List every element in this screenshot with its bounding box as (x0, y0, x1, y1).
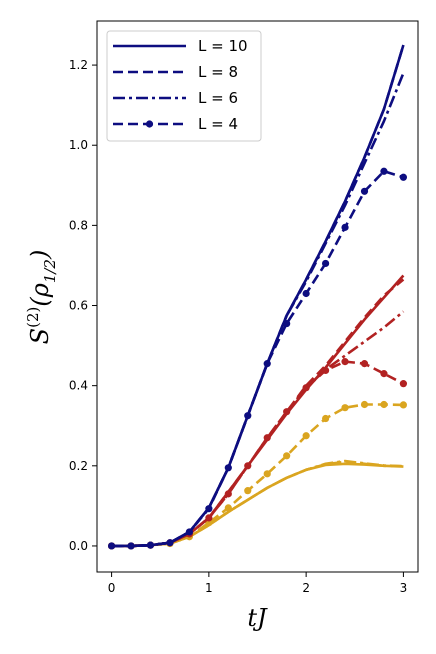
series-marker-gold-L4 (321, 414, 330, 423)
legend-box (106, 30, 262, 142)
series-marker-gold-L4 (263, 470, 271, 478)
series-marker-red-L4 (341, 358, 349, 366)
series-marker-navy-L4 (185, 528, 194, 536)
y-axis-label-paren: (ρ (26, 283, 54, 306)
legend-label: L = 6 (198, 89, 238, 107)
y-tick-label: 1.0 (69, 138, 88, 152)
series-marker-gold-L4 (283, 452, 291, 460)
y-tick-label: 0.2 (69, 459, 88, 473)
x-tick-label: 1 (205, 581, 213, 595)
x-axis-label: tJ (247, 604, 268, 632)
series-marker-red-L4 (205, 514, 213, 522)
legend-swatch-marker (145, 120, 154, 128)
legend-label: L = 10 (198, 37, 248, 55)
series-marker-red-L4 (399, 380, 408, 388)
series-marker-navy-L4 (224, 464, 232, 472)
x-tick-label: 0 (108, 581, 116, 595)
legend-label: L = 4 (198, 115, 238, 133)
series-marker-navy-L4 (146, 541, 155, 549)
series-marker-red-L4 (380, 370, 388, 378)
series-marker-red-L4 (283, 408, 291, 416)
ticks-layer: 0 1 2 3 0.0 0.2 0.4 0.6 0.8 1.0 1.2 (69, 58, 407, 595)
series-marker-navy-L4 (321, 259, 330, 268)
series-marker-red-L4 (263, 434, 271, 442)
series-marker-red-L4 (244, 462, 252, 470)
y-axis-label: S(2)(ρ1/2) (24, 250, 59, 345)
series-marker-navy-L4 (302, 289, 310, 298)
series-marker-gold-L4 (360, 400, 369, 409)
y-axis-label-close: ) (26, 250, 54, 260)
y-tick-label: 0.8 (69, 218, 88, 232)
y-axis-label-subscript: 1/2 (41, 259, 59, 283)
plot-frame (96, 20, 419, 573)
series-marker-navy-L4 (127, 542, 135, 550)
series-marker-red-L4 (321, 366, 330, 375)
series-line-navy-L4 (111, 169, 404, 548)
series-marker-gold-L4 (399, 401, 408, 409)
series-marker-red-L4 (360, 360, 369, 368)
series-marker-navy-L4 (263, 360, 271, 368)
x-tick-label: 3 (400, 581, 408, 595)
series-marker-navy-L4 (341, 223, 349, 231)
y-tick-label: 0.0 (69, 539, 88, 553)
x-tick-label: 2 (302, 581, 310, 595)
series-layer (107, 44, 408, 550)
series-marker-navy-L4 (399, 173, 408, 181)
y-tick-label: 0.6 (69, 299, 88, 313)
series-marker-navy-L4 (360, 187, 369, 195)
series-marker-navy-L4 (205, 505, 213, 513)
y-tick-label: 1.2 (69, 58, 88, 72)
series-marker-navy-L4 (283, 319, 291, 328)
series-marker-navy-L4 (166, 539, 174, 547)
series-marker-gold-L4 (302, 432, 310, 440)
series-marker-navy-L4 (380, 167, 388, 175)
series-marker-red-L4 (224, 490, 232, 498)
series-marker-gold-L4 (341, 404, 349, 412)
y-axis-label-superscript: (2) (24, 307, 42, 328)
series-marker-gold-L4 (244, 487, 252, 495)
series-marker-gold-L4 (380, 400, 388, 409)
series-marker-gold-L4 (224, 504, 232, 512)
series-marker-red-L4 (302, 384, 310, 392)
series-marker-navy-L4 (107, 542, 116, 550)
series-marker-navy-L4 (244, 412, 252, 420)
legend: L = 10 L = 8 L = 6 L = 4 (106, 30, 262, 142)
y-tick-label: 0.4 (69, 379, 88, 393)
legend-items: L = 10 L = 8 L = 6 L = 4 (113, 37, 248, 133)
legend-label: L = 8 (198, 63, 238, 81)
